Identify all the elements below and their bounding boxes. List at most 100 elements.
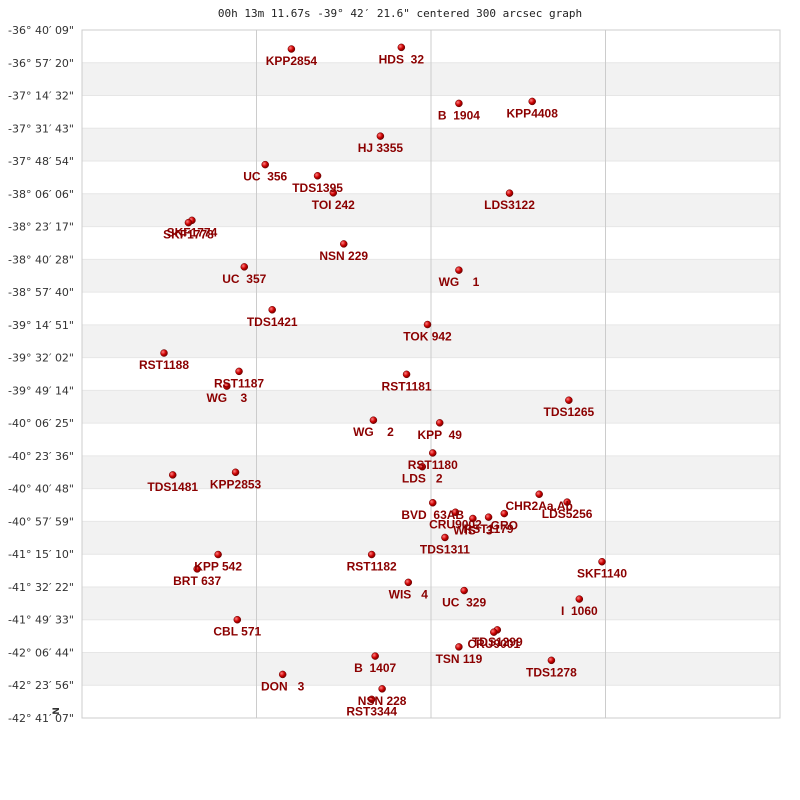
y-tick-label: -40° 57′ 59"	[8, 515, 74, 528]
star-marker	[528, 97, 536, 106]
star-marker	[505, 189, 514, 197]
star-marker	[455, 643, 463, 651]
star-label: B 1904	[438, 108, 480, 122]
star-label: TDS1421	[247, 315, 298, 329]
star-marker	[369, 416, 378, 424]
star-marker	[367, 550, 376, 559]
star-label: LDS5256	[542, 507, 593, 521]
star-label: CHR2Aa,Ab	[506, 499, 573, 513]
star-marker	[455, 266, 463, 274]
star-marker	[261, 160, 269, 169]
star-label: NSN 228	[358, 694, 407, 708]
star-label: RST1180	[408, 458, 458, 472]
y-tick-label: -38° 40′ 28"	[8, 253, 74, 266]
star-label: TDS1481	[147, 480, 198, 494]
y-axis-tick-labels: -36° 40′ 09" -36° 57′ 20" -37° 14′ 32" -37°…	[8, 24, 74, 725]
star-label: HJ 3355	[358, 141, 404, 155]
star-marker	[490, 628, 498, 636]
y-tick-label: -38° 57′ 40"	[8, 286, 74, 299]
star-marker	[460, 586, 468, 595]
star-label: CBL 571	[213, 625, 261, 639]
y-tick-label: -40° 40′ 48"	[8, 483, 74, 496]
star-marker	[402, 370, 411, 379]
star-marker	[160, 349, 168, 357]
star-label: RST1187	[214, 376, 264, 390]
star-label: RST1182	[347, 560, 397, 574]
star-marker	[184, 218, 193, 227]
star-markers	[160, 43, 606, 704]
star-label: TDS1299	[472, 635, 523, 649]
star-label: RST3344	[346, 704, 397, 718]
star-label: UC 357	[222, 272, 266, 286]
star-label: RST1181	[382, 379, 432, 393]
star-label: GRO	[491, 519, 518, 533]
y-tick-label: -42° 23′ 56"	[8, 679, 74, 692]
y-tick-label: -37° 14′ 32"	[8, 90, 74, 103]
star-label: WG 3	[206, 391, 247, 405]
star-label: UC 329	[442, 596, 486, 610]
star-label: WG 2	[353, 425, 394, 439]
star-label: B 1407	[354, 661, 396, 675]
star-marker	[268, 306, 276, 314]
star-label: KPP2854	[266, 54, 318, 68]
y-tick-label: -37° 31′ 43"	[8, 122, 74, 135]
y-tick-label: -38° 06′ 06"	[8, 188, 74, 201]
star-label: CRU9001	[467, 637, 520, 651]
star-label: TDS1278	[526, 665, 577, 679]
star-label: RST1179	[464, 522, 514, 536]
star-label: WIS 4	[389, 587, 429, 601]
star-label: SKF1140	[577, 567, 627, 581]
star-marker	[371, 652, 379, 660]
star-marker	[193, 565, 201, 573]
star-marker	[547, 656, 556, 665]
star-label: TDS1395	[292, 181, 343, 195]
star-marker	[367, 695, 376, 704]
y-tick-label: -41° 15′ 10"	[8, 548, 74, 561]
y-tick-label: -39° 49′ 14"	[8, 384, 74, 397]
plot-frame	[81, 29, 781, 719]
star-marker	[500, 509, 509, 518]
star-label: TDS1311	[420, 542, 470, 556]
star-label: RST1188	[139, 358, 189, 372]
star-marker	[168, 471, 177, 479]
y-tick-label: -36° 57′ 20"	[8, 57, 74, 70]
star-label: I 1060	[561, 604, 598, 618]
star-marker	[214, 550, 222, 559]
star-label: CRU9002	[429, 517, 482, 531]
star-marker	[233, 615, 242, 624]
star-label: KPP2853	[210, 477, 262, 491]
star-marker	[423, 320, 432, 329]
star-marker	[428, 449, 437, 457]
star-marker	[404, 578, 413, 587]
y-tick-label: -39° 32′ 02"	[8, 352, 74, 365]
north-axis-label: N	[52, 707, 62, 715]
star-marker	[287, 45, 296, 53]
y-tick-label: -40° 23′ 36"	[8, 450, 74, 463]
star-label: NSN 229	[319, 249, 368, 263]
star-marker	[340, 240, 348, 248]
star-marker	[451, 508, 460, 517]
star-marker	[418, 462, 427, 471]
star-marker	[223, 382, 231, 390]
star-label: TOK 942	[403, 330, 452, 344]
y-tick-label: -39° 14′ 51"	[8, 319, 74, 332]
star-marker	[313, 172, 322, 180]
star-marker	[376, 132, 385, 140]
star-marker	[484, 513, 493, 521]
star-label: BVD 63AB	[401, 508, 464, 522]
y-tick-label: -42° 41′ 07"	[8, 712, 74, 725]
star-marker	[455, 99, 463, 108]
star-label: TDS1265	[544, 405, 595, 419]
y-tick-label: -36° 40′ 09"	[8, 24, 74, 37]
star-marker	[278, 670, 287, 679]
star-marker	[469, 514, 477, 523]
star-marker	[563, 498, 571, 506]
star-label: LDS3122	[484, 198, 535, 212]
star-label: BRT 637	[173, 574, 221, 588]
y-tick-label: -41° 49′ 33"	[8, 614, 74, 627]
star-label: WIS 3	[453, 523, 493, 537]
star-label: TSN 119	[436, 652, 483, 666]
star-label: HDS 32	[379, 52, 425, 66]
star-label: WG 1	[439, 275, 480, 289]
chart-title: 00h 13m 11.67s -39° 42′ 21.6" centered 3…	[218, 7, 582, 20]
